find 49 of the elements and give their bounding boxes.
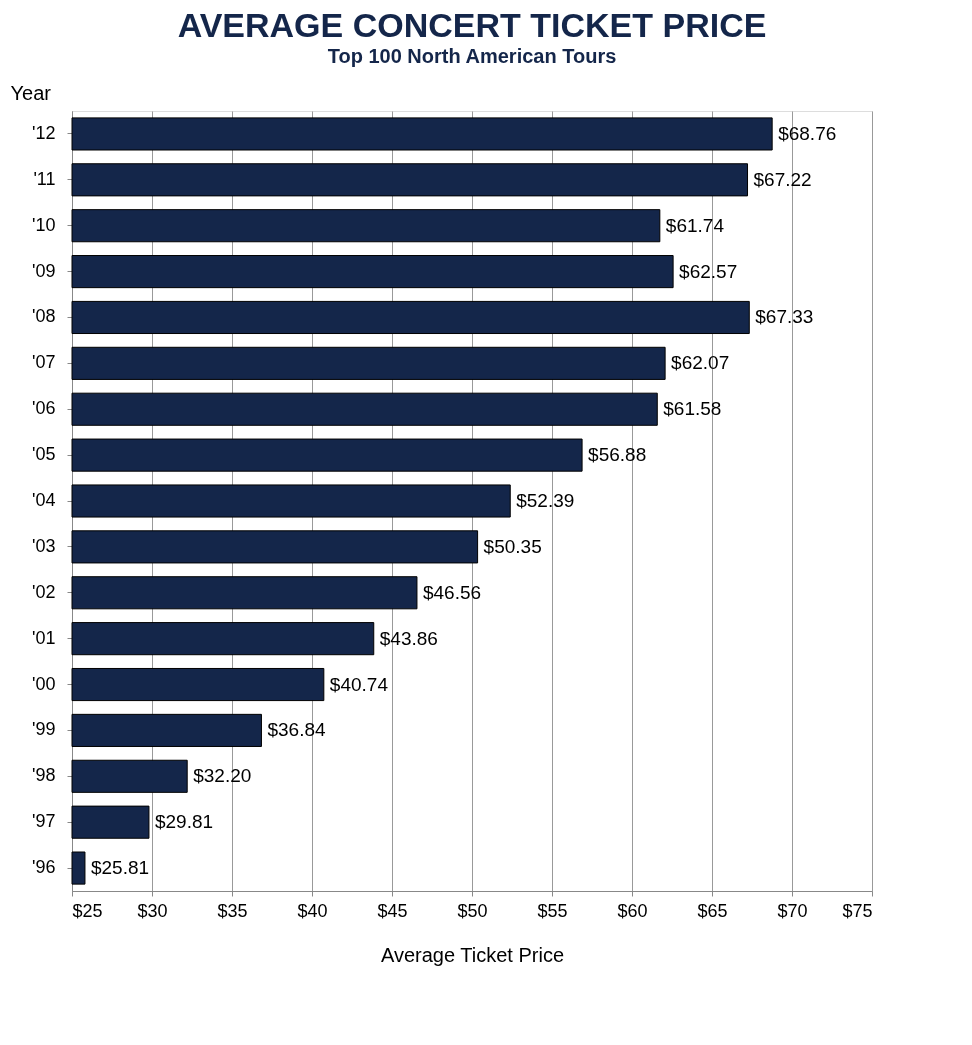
data-label: $52.39 xyxy=(516,490,575,511)
y-tick-label: '00 xyxy=(32,673,56,694)
x-tick-label: $30 xyxy=(137,900,168,921)
chart-subtitle: Top 100 North American Tours xyxy=(327,45,617,67)
data-label: $62.07 xyxy=(671,352,730,374)
data-label: $32.20 xyxy=(193,765,252,787)
data-label: $40.74 xyxy=(329,673,389,695)
y-tick-label: '06 xyxy=(32,398,56,419)
y-tick-label: '11 xyxy=(33,168,56,189)
y-tick-label: '04 xyxy=(32,490,56,510)
x-tick-label: $35 xyxy=(217,900,248,921)
y-tick-label: '07 xyxy=(32,352,56,373)
y-tick-label: '97 xyxy=(32,811,56,832)
x-tick-label: $65 xyxy=(697,900,728,921)
data-label: $50.35 xyxy=(483,535,542,557)
x-tick-label: $40 xyxy=(297,900,328,921)
x-tick-label: $70 xyxy=(777,900,808,921)
x-axis-title: Average Ticket Price xyxy=(380,943,565,966)
data-label: $36.84 xyxy=(267,719,326,741)
y-tick-label: '96 xyxy=(32,857,56,878)
data-label: $29.81 xyxy=(154,811,214,833)
data-label: $68.76 xyxy=(778,122,837,144)
y-tick-label: '98 xyxy=(32,765,56,786)
y-tick-label: '08 xyxy=(32,306,56,327)
y-tick-label: '02 xyxy=(32,581,56,602)
x-tick-label: $50 xyxy=(457,900,488,921)
data-label: $67.22 xyxy=(753,168,812,190)
chart-title: AVERAGE CONCERT TICKET PRICE xyxy=(177,6,767,44)
data-label: $43.86 xyxy=(379,627,438,649)
y-tick-label: '10 xyxy=(32,214,56,235)
data-label: $61.58 xyxy=(663,398,722,420)
x-tick-label: $55 xyxy=(537,900,568,921)
y-tick-label: '01 xyxy=(32,627,56,648)
data-label: $67.33 xyxy=(755,306,814,328)
x-tick-label: $75 xyxy=(842,900,873,921)
y-tick-label: '05 xyxy=(32,444,56,465)
y-tick-label: '99 xyxy=(32,719,56,740)
data-label: $46.56 xyxy=(422,581,482,603)
x-tick-label: $25 xyxy=(72,900,103,921)
data-label: $61.74 xyxy=(665,214,725,236)
data-label: $62.57 xyxy=(679,260,738,282)
y-axis-title: Year xyxy=(10,81,52,104)
y-tick-label: '03 xyxy=(32,535,56,556)
x-tick-label: $60 xyxy=(617,900,648,921)
x-tick-label: $45 xyxy=(377,900,408,921)
data-label: $56.88 xyxy=(588,444,647,466)
y-tick-label: '09 xyxy=(32,260,56,281)
y-tick-label: '12 xyxy=(32,122,56,143)
data-label: $25.81 xyxy=(90,857,150,879)
